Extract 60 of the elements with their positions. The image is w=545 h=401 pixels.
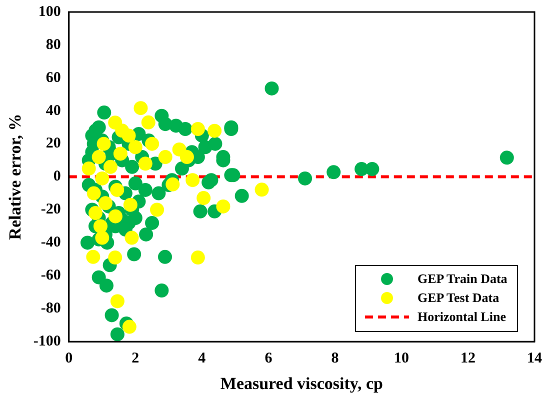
point (150, 202, 164, 217)
point (134, 101, 148, 116)
x-tick-label: 12 (460, 350, 476, 366)
y-tick-label: -20 (40, 202, 61, 218)
y-tick-label: 0 (53, 168, 61, 185)
point (190, 122, 205, 136)
point (254, 182, 269, 197)
point (110, 294, 124, 308)
legend-label: GEP Train Data (418, 271, 508, 288)
y-tick-label: 40 (46, 102, 61, 119)
legend-label: GEP Test Data (418, 290, 500, 306)
x-tick-label: 6 (264, 350, 273, 366)
point (96, 136, 111, 151)
point (86, 186, 101, 200)
x-tick-label: 2 (132, 350, 140, 366)
point (88, 206, 102, 220)
point (95, 230, 110, 245)
point (110, 182, 124, 197)
point (113, 146, 128, 161)
legend-label: Horizontal Line (418, 309, 506, 326)
point (158, 150, 172, 164)
point (93, 219, 108, 234)
point (122, 320, 136, 334)
point (108, 250, 122, 265)
x-tick-label: 0 (65, 350, 73, 366)
point (115, 124, 130, 138)
y-tick-label: 60 (46, 70, 61, 86)
point (141, 115, 156, 130)
point (208, 124, 222, 138)
point (166, 177, 180, 192)
x-tick-label: 8 (331, 350, 339, 366)
point (196, 191, 211, 206)
x-axis-title: Measured viscosity, cp (220, 374, 383, 394)
y-tick-label: -100 (33, 333, 61, 350)
point (92, 150, 106, 164)
point (145, 136, 160, 151)
point (98, 196, 112, 210)
point (216, 199, 230, 214)
point (108, 209, 122, 224)
point (82, 162, 96, 176)
y-axis-title: Relative error, % (6, 114, 25, 240)
x-tick-label: 4 (198, 350, 206, 366)
point (103, 160, 118, 174)
y-tick-label: -80 (40, 300, 61, 317)
point (123, 198, 138, 212)
y-tick-label: -60 (40, 268, 61, 284)
x-tick-label: 14 (527, 350, 542, 366)
point (190, 250, 205, 265)
point (95, 171, 110, 186)
point (186, 173, 200, 188)
point (128, 140, 142, 154)
y-tick-label: 100 (38, 4, 61, 20)
y-tick-label: 20 (46, 136, 61, 152)
x-tick-label: 10 (394, 350, 409, 366)
point (124, 230, 139, 245)
y-tick-label: 80 (46, 36, 61, 53)
point (180, 150, 194, 164)
point (86, 250, 100, 264)
point (138, 156, 152, 171)
y-tick-label: -40 (40, 234, 61, 251)
